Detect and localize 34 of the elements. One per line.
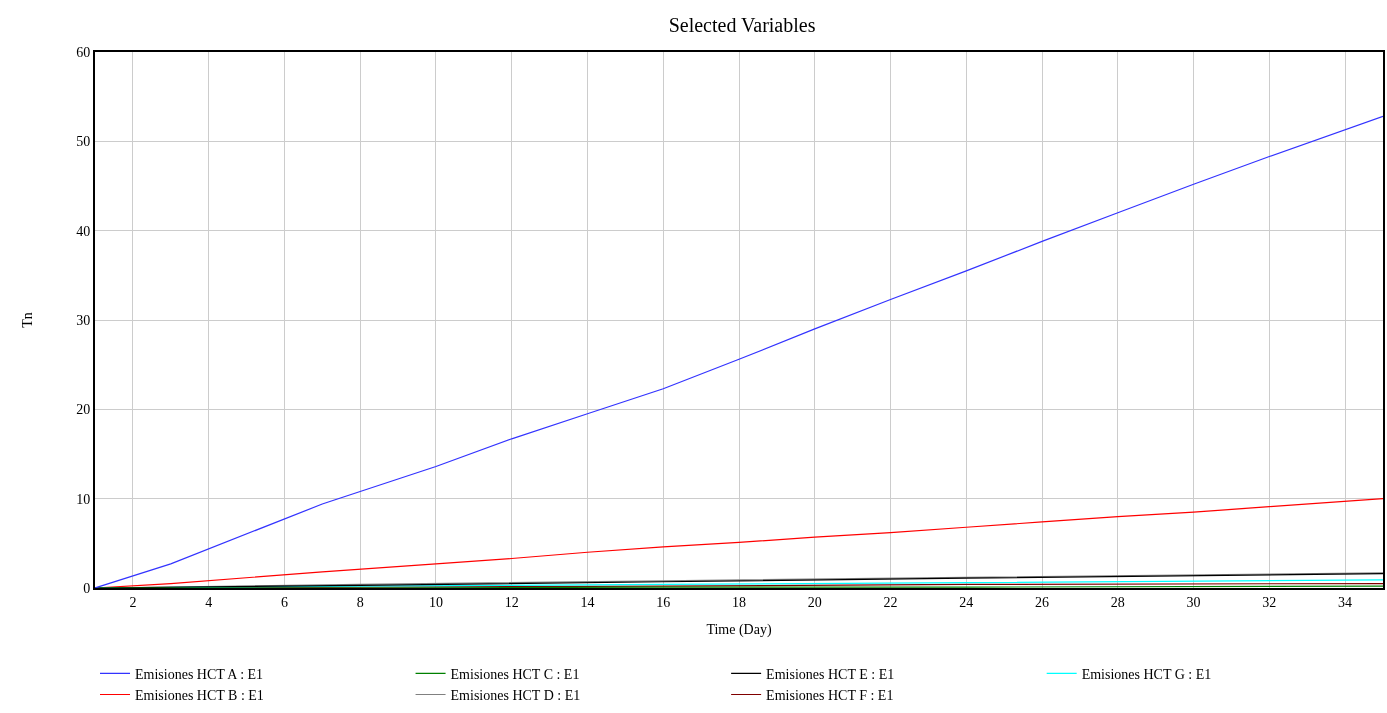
y-tick-label: 60 bbox=[76, 44, 91, 60]
y-tick-label: 20 bbox=[76, 402, 91, 418]
y-axis-title: Tn bbox=[20, 312, 36, 328]
legend-label: Emisiones HCT G : E1 bbox=[1081, 666, 1212, 682]
x-tick-label: 8 bbox=[356, 594, 364, 610]
x-tick-label: 18 bbox=[732, 594, 746, 610]
x-tick-label: 14 bbox=[580, 594, 595, 610]
legend-label: Emisiones HCT D : E1 bbox=[450, 687, 581, 703]
x-tick-label: 22 bbox=[883, 594, 898, 610]
legend-label: Emisiones HCT E : E1 bbox=[766, 666, 895, 682]
legend-label: Emisiones HCT C : E1 bbox=[450, 666, 580, 682]
y-tick-label: 0 bbox=[83, 580, 91, 596]
x-tick-label: 12 bbox=[504, 594, 519, 610]
chart-title: Selected Variables bbox=[668, 13, 816, 36]
y-tick-label: 30 bbox=[76, 312, 91, 328]
y-tick-label: 50 bbox=[76, 134, 91, 150]
legend-label: Emisiones HCT F : E1 bbox=[766, 687, 894, 703]
legend-label: Emisiones HCT B : E1 bbox=[135, 687, 264, 703]
x-tick-label: 6 bbox=[280, 594, 288, 610]
y-tick-label: 10 bbox=[76, 491, 91, 507]
x-tick-label: 4 bbox=[205, 594, 213, 610]
x-tick-label: 28 bbox=[1110, 594, 1125, 610]
x-tick-label: 32 bbox=[1262, 594, 1277, 610]
x-tick-label: 34 bbox=[1338, 594, 1353, 610]
y-tick-label: 40 bbox=[76, 223, 91, 239]
x-tick-label: 30 bbox=[1186, 594, 1201, 610]
x-tick-label: 16 bbox=[656, 594, 671, 610]
x-tick-label: 10 bbox=[428, 594, 443, 610]
x-tick-label: 24 bbox=[959, 594, 974, 610]
x-tick-label: 2 bbox=[129, 594, 137, 610]
x-tick-label: 20 bbox=[807, 594, 822, 610]
legend-label: Emisiones HCT A : E1 bbox=[135, 666, 264, 682]
x-axis-title: Time (Day) bbox=[706, 621, 772, 638]
x-tick-label: 26 bbox=[1035, 594, 1050, 610]
